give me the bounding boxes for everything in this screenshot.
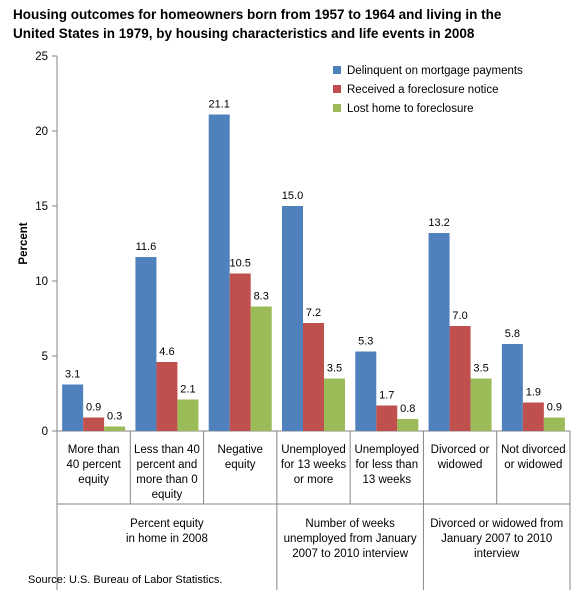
chart-title-line-2: United States in 1979, by housing charac… [13,26,475,41]
x-category-label: equity [152,489,183,501]
legend-label: Received a foreclosure notice [347,84,499,96]
data-label: 1.7 [379,390,394,402]
bar [156,362,178,431]
data-label: 5.8 [505,328,520,340]
data-label: 0.8 [400,403,415,415]
bar [501,344,523,431]
x-category-label: or more [294,474,334,486]
x-category-label: 40 percent [66,459,121,471]
bar [303,323,324,431]
y-tick-label: 10 [35,276,48,288]
data-label: 4.6 [159,346,174,358]
y-axis-title: Percent [18,222,30,264]
bar [177,399,199,431]
x-category-label: Divorced or [431,444,490,456]
x-group-label: Divorced or widowed from [430,518,563,530]
chart-title-line-1: Housing outcomes for homeowners born fro… [13,7,502,22]
x-category-label: or widowed [504,459,562,471]
x-group-label: unemployed from January [284,533,417,545]
data-label: 1.9 [526,387,541,399]
x-category-label: Less than 40 [134,444,200,456]
x-category-label: equity [225,459,256,471]
y-tick-label: 20 [35,126,48,138]
bar [522,402,544,431]
data-label: 0.9 [547,402,562,414]
bar [83,417,105,431]
x-group-label: Number of weeks [305,518,395,530]
y-tick-label: 15 [35,201,48,213]
legend-swatch [333,85,341,93]
y-tick-label: 25 [35,51,48,63]
x-group-label: Percent equity [130,518,204,530]
y-tick-label: 5 [42,351,48,363]
data-label: 2.1 [180,384,195,396]
bar [397,419,419,431]
bar [428,233,450,431]
bar [543,417,565,431]
data-label: 13.2 [428,217,449,229]
data-label: 10.5 [230,258,251,270]
data-label: 15.0 [282,190,303,202]
x-category-label: 13 weeks [362,474,411,486]
x-category-label: Negative [218,444,263,456]
x-category-label: percent and [137,459,198,471]
bar [104,426,126,431]
legend-swatch [333,66,341,74]
x-category-label: for less than [355,459,418,471]
x-group-label: in home in 2008 [126,533,208,545]
data-label: 11.6 [136,241,157,253]
data-label: 3.1 [65,369,80,381]
bar [135,257,157,431]
legend-label: Lost home to foreclosure [347,103,474,115]
x-category-label: Unemployed [281,444,346,456]
data-label: 0.3 [107,411,122,423]
x-category-label: more than 0 [136,474,197,486]
data-label: 0.9 [86,402,101,414]
bar [449,326,471,431]
chart-title: Housing outcomes for homeowners born fro… [13,5,573,43]
y-tick-label: 0 [42,426,48,438]
bar [376,405,398,431]
x-category-label: Not divorced [501,444,566,456]
data-label: 7.2 [306,307,321,319]
data-label: 21.1 [209,99,230,111]
data-label: 8.3 [254,291,269,303]
source-note: Source: U.S. Bureau of Labor Statistics. [28,574,223,586]
x-category-label: for 13 weeks [281,459,346,471]
bar [324,378,345,431]
bar [282,206,303,431]
legend-label: Delinquent on mortgage payments [347,65,523,77]
bar [355,351,377,431]
data-label: 3.5 [473,363,488,375]
x-category-label: Unemployed [354,444,419,456]
bar [470,378,492,431]
data-label: 7.0 [452,310,467,322]
x-group-label: 2007 to 2010 interview [292,548,408,560]
data-label: 5.3 [358,336,373,348]
x-category-label: widowed [437,459,483,471]
x-category-label: More than [68,444,120,456]
x-category-label: equity [78,474,109,486]
bar [229,273,251,431]
x-group-label: January 2007 to 2010 [441,533,552,545]
x-group-label: interview [474,548,520,560]
bar [62,384,84,431]
legend-swatch [333,104,341,112]
data-label: 3.5 [327,363,342,375]
bar [250,306,272,431]
bar [208,114,230,431]
